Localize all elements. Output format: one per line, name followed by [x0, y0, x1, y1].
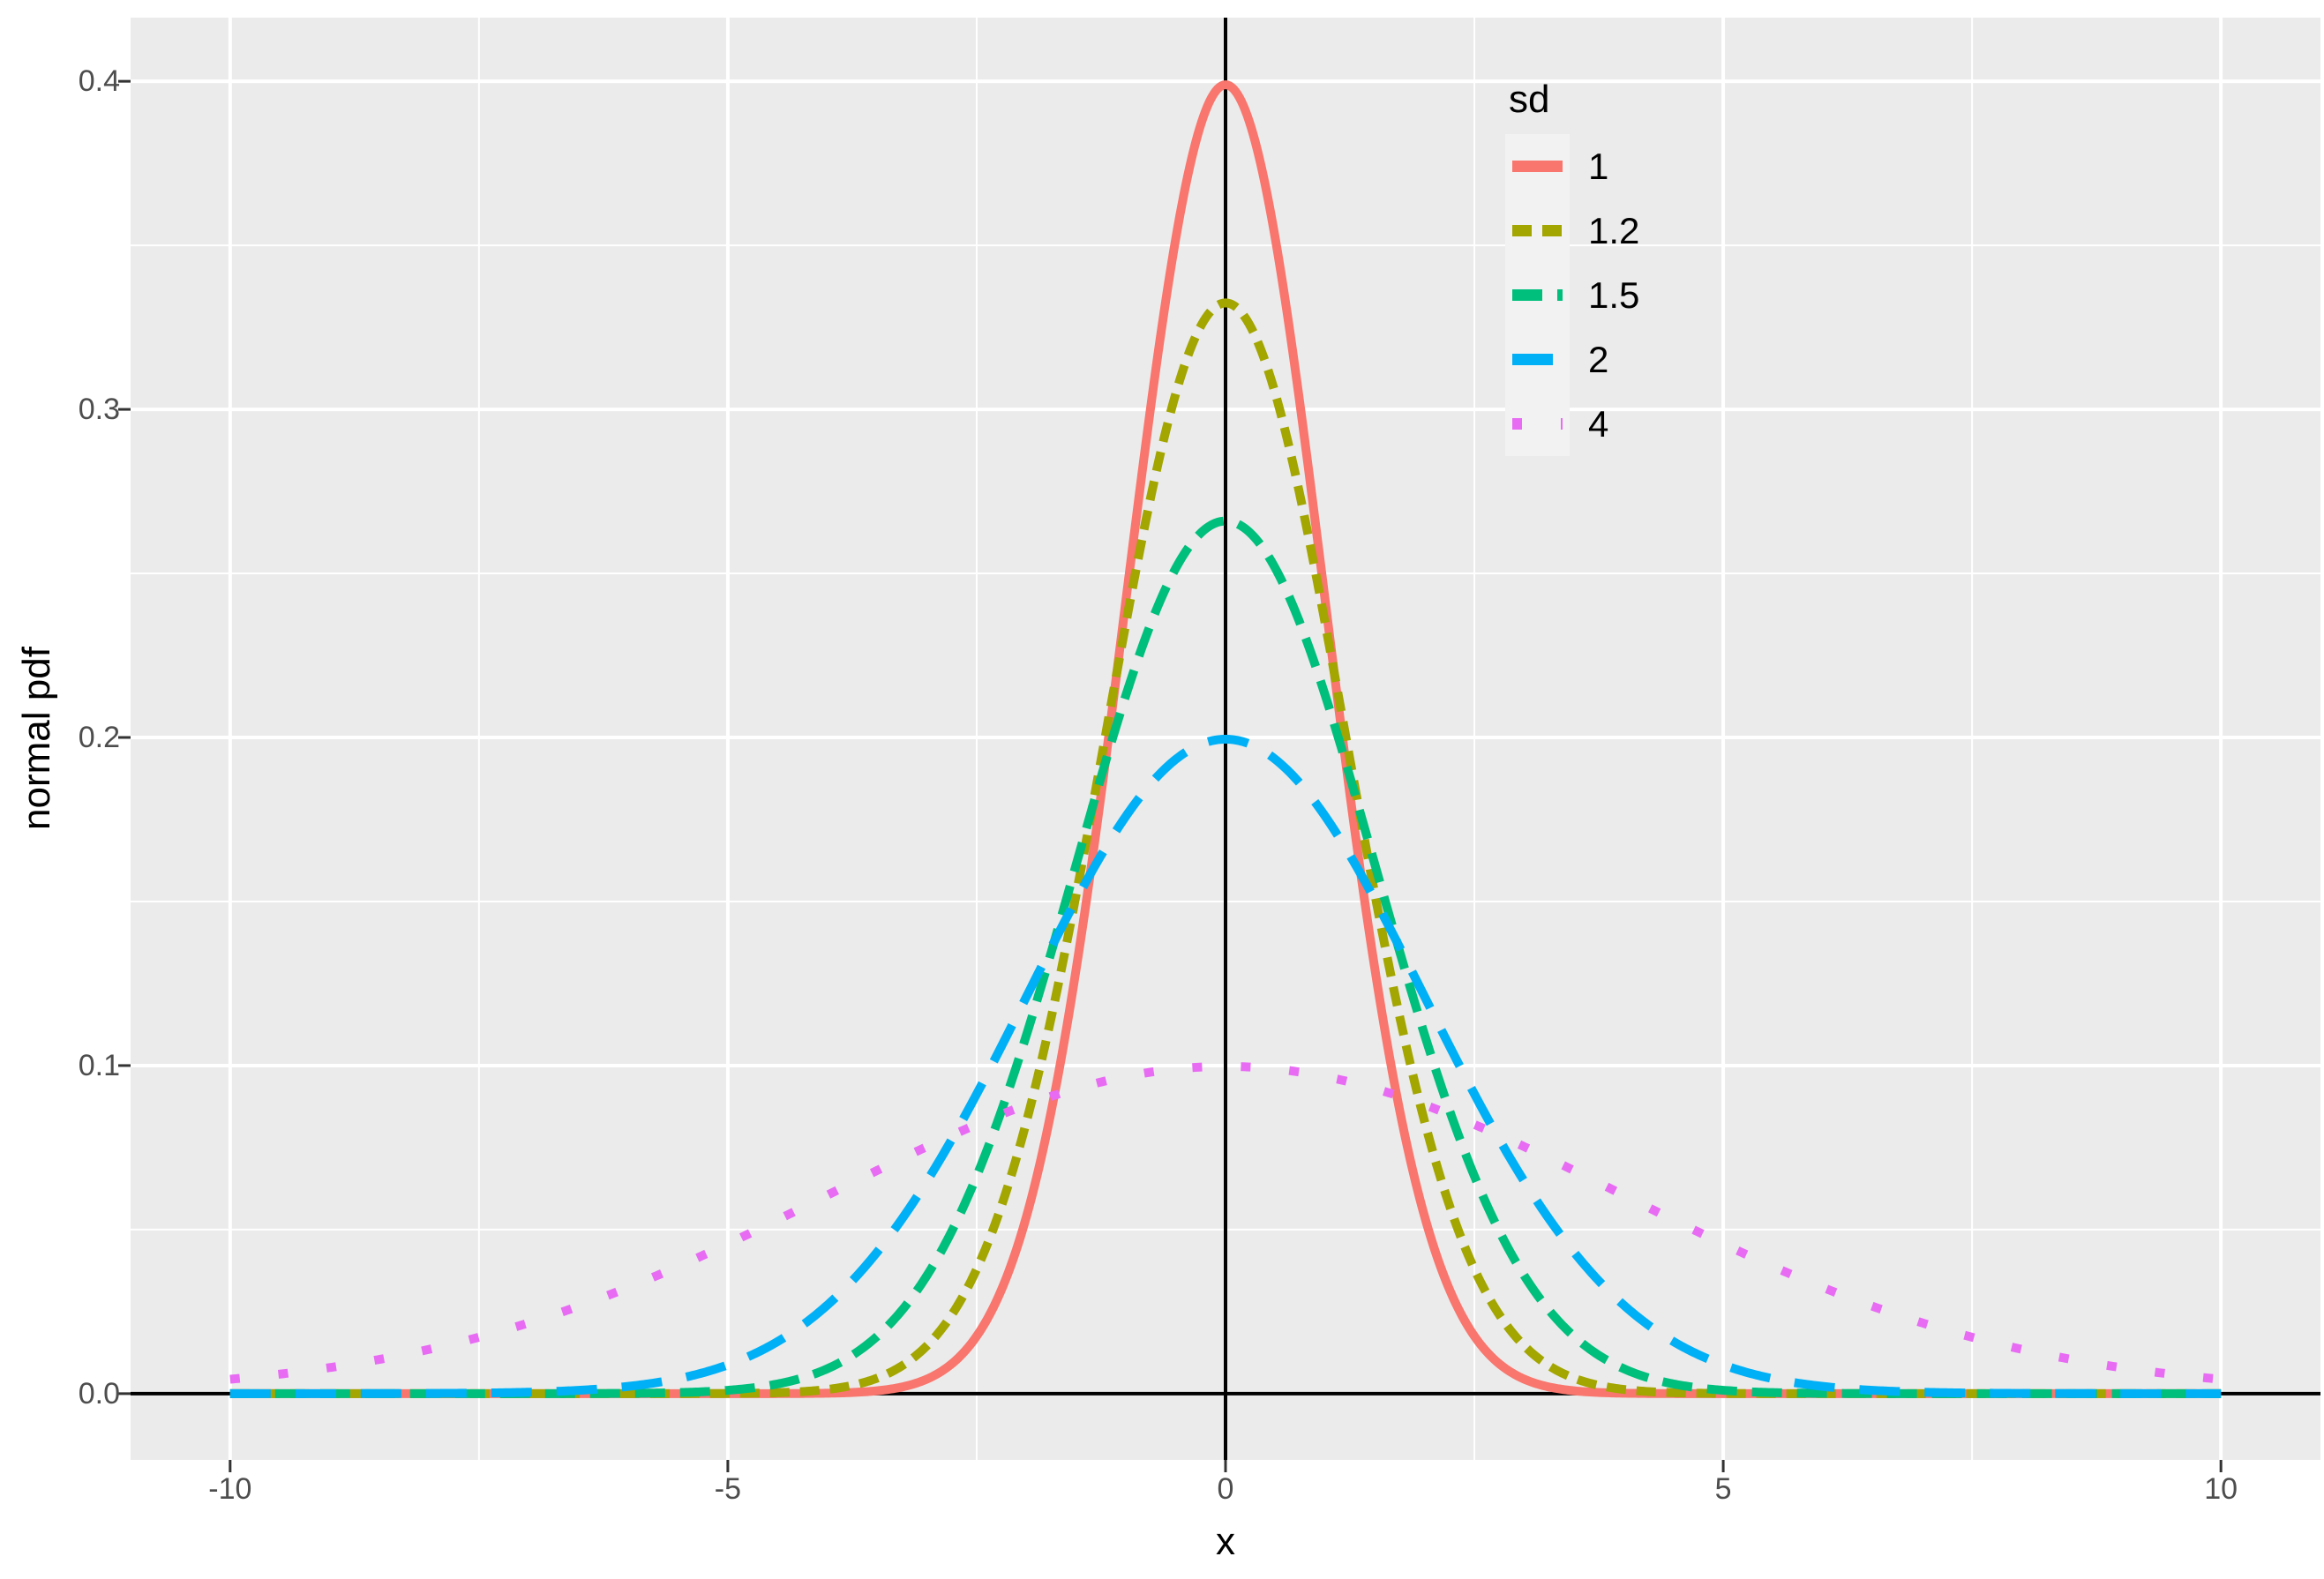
legend-entry: 2	[1505, 327, 1639, 392]
legend-entry-label: 1	[1588, 145, 1609, 187]
x-tick-label: -5	[714, 1472, 742, 1506]
x-axis-title: x	[1216, 1520, 1235, 1563]
legend-title: sd	[1509, 78, 1550, 121]
x-tick-label: -10	[208, 1472, 252, 1506]
legend-key-swatch	[1505, 392, 1570, 456]
legend-entry-label: 4	[1588, 402, 1609, 445]
legend-key-swatch	[1505, 263, 1570, 327]
legend-key-swatch	[1505, 327, 1570, 392]
y-tick-label: 0.3	[78, 393, 120, 427]
y-tick-label: 0.0	[78, 1376, 120, 1411]
x-tick-label: 5	[1714, 1472, 1732, 1506]
legend-entry: 4	[1505, 392, 1639, 456]
legend-key-swatch	[1505, 198, 1570, 263]
y-tick-label: 0.2	[78, 721, 120, 754]
legend-entry: 1.5	[1505, 263, 1639, 327]
legend-key-swatch	[1505, 134, 1570, 198]
legend-entry-label: 1.5	[1588, 273, 1640, 316]
legend-entry: 1.2	[1505, 198, 1639, 263]
y-tick-label: 0.1	[78, 1048, 120, 1082]
legend-entry-label: 1.2	[1588, 209, 1640, 251]
x-tick-label: 0	[1217, 1472, 1234, 1506]
x-tick-label: 10	[2204, 1472, 2238, 1506]
pdf-curve-sd-2	[228, 734, 2223, 1398]
y-axis-title: normal pdf	[15, 647, 58, 830]
y-tick-label: 0.4	[78, 64, 120, 99]
legend-entry: 1	[1505, 134, 1639, 198]
legend-entry-label: 2	[1588, 338, 1609, 380]
legend: sd 1 1.2 1.5 2 4	[1505, 76, 1639, 456]
